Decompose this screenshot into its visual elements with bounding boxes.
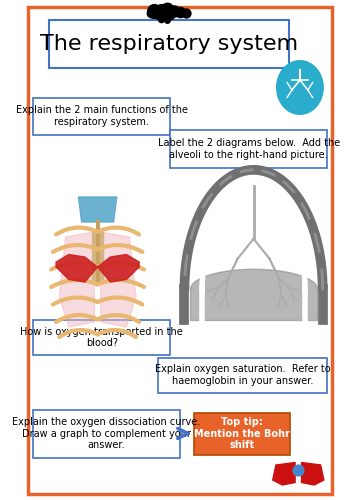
Point [149,8,154,16]
Ellipse shape [276,60,324,115]
Point [164,16,170,24]
Point [177,8,183,16]
Polygon shape [78,197,117,222]
Text: Explain oxygen saturation.  Refer to
haemoglobin in your answer.: Explain oxygen saturation. Refer to haem… [155,364,330,386]
Polygon shape [301,462,324,485]
Point [155,10,161,18]
FancyBboxPatch shape [33,410,180,458]
Text: Top tip:
Mention the Bohr
shift: Top tip: Mention the Bohr shift [195,417,290,450]
Point [161,12,167,20]
Polygon shape [56,254,97,282]
Text: How is oxygen transported in the
blood?: How is oxygen transported in the blood? [20,326,183,348]
Point [171,7,176,15]
Polygon shape [273,462,295,485]
Polygon shape [59,232,94,327]
FancyBboxPatch shape [195,412,290,455]
FancyBboxPatch shape [170,130,327,168]
FancyBboxPatch shape [158,358,327,392]
FancyBboxPatch shape [49,20,289,68]
Text: Explain the 2 main functions of the
respiratory system.: Explain the 2 main functions of the resp… [16,106,188,127]
FancyBboxPatch shape [33,98,170,135]
Text: Explain the oxygen dissociation curve.
Draw a graph to complement your
answer.: Explain the oxygen dissociation curve. D… [12,417,201,450]
Text: The respiratory system: The respiratory system [40,34,298,54]
Point [158,14,164,22]
Point [152,7,157,15]
FancyBboxPatch shape [33,320,170,355]
Polygon shape [97,254,139,282]
Point [295,466,301,474]
FancyBboxPatch shape [180,180,327,325]
Point [168,11,173,19]
Text: Label the 2 diagrams below.  Add the
alveoli to the right-hand picture.: Label the 2 diagrams below. Add the alve… [158,138,340,160]
Point [158,6,164,14]
Polygon shape [101,232,136,327]
FancyBboxPatch shape [36,170,164,320]
Point [164,4,170,12]
FancyBboxPatch shape [28,7,332,494]
Point [184,9,189,17]
